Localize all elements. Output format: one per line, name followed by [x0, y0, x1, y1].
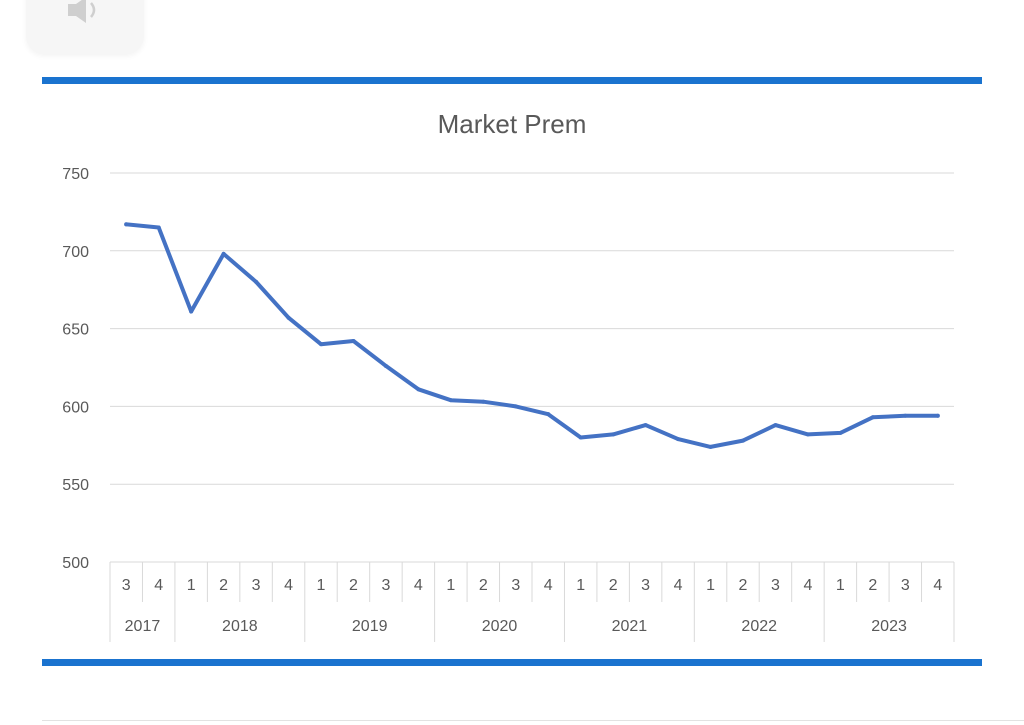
x-tick-year: 2021 [612, 618, 648, 635]
x-tick-quarter: 3 [122, 577, 131, 594]
data-point [773, 423, 778, 428]
speaker-icon[interactable] [66, 0, 102, 26]
x-tick-quarter: 4 [803, 577, 812, 594]
x-tick-quarter: 2 [349, 577, 358, 594]
x-tick-quarter: 3 [901, 577, 910, 594]
x-tick-year: 2023 [871, 618, 907, 635]
x-tick-quarter: 1 [836, 577, 845, 594]
data-point [286, 315, 291, 320]
x-tick-quarter: 2 [219, 577, 228, 594]
x-tick-quarter: 4 [674, 577, 683, 594]
data-point [189, 309, 194, 314]
data-point [676, 437, 681, 442]
data-point [546, 412, 551, 417]
data-point [741, 438, 745, 443]
y-tick-label: 750 [62, 166, 89, 183]
x-tick-quarter: 1 [576, 577, 585, 594]
gridlines [110, 172, 954, 563]
data-point [643, 423, 648, 428]
x-tick-quarter: 2 [739, 577, 748, 594]
x-tick-year: 2017 [125, 618, 161, 635]
x-tick-quarter: 3 [511, 577, 520, 594]
data-point [513, 404, 518, 409]
x-tick-quarter: 4 [284, 577, 293, 594]
data-point [124, 222, 129, 227]
x-tick-quarter: 4 [544, 577, 553, 594]
chart-title: Market Prem [438, 109, 587, 139]
data-point [254, 279, 259, 284]
x-tick-quarter: 4 [414, 577, 423, 594]
x-tick-quarter: 4 [933, 577, 942, 594]
data-point [805, 432, 810, 437]
data-point [448, 398, 453, 403]
y-tick-label: 500 [62, 555, 89, 572]
divider [42, 720, 1024, 721]
x-tick-quarter: 1 [446, 577, 455, 594]
x-tick-year: 2020 [482, 618, 518, 635]
y-tick-label: 700 [62, 244, 89, 261]
data-point [611, 432, 616, 437]
x-tick-quarter: 3 [252, 577, 261, 594]
series-layer [124, 222, 940, 449]
data-point [416, 387, 421, 392]
speaker-card[interactable] [26, 0, 144, 54]
data-point [221, 251, 226, 256]
x-tick-quarter: 1 [706, 577, 715, 594]
data-point [838, 430, 843, 435]
data-point [351, 339, 356, 344]
x-tick-year: 2019 [352, 618, 388, 635]
x-tick-quarter: 2 [609, 577, 618, 594]
data-point [708, 444, 713, 449]
x-axis: 3 4 1 2 3 4 1 2 3 4 1 2 3 4 1 2 3 4 1 2 3 4 1 2 3 4 2017 2018 2019 20… [109, 562, 955, 642]
x-tick-quarter: 3 [771, 577, 780, 594]
y-tick-label: 550 [62, 477, 89, 494]
x-tick-quarter: 2 [868, 577, 877, 594]
x-tick-quarter: 1 [187, 577, 196, 594]
x-tick-quarter: 3 [381, 577, 390, 594]
x-tick-quarter: 4 [154, 577, 163, 594]
x-tick-year: 2022 [741, 618, 777, 635]
data-point [935, 413, 940, 418]
x-tick-quarter: 1 [317, 577, 326, 594]
data-point [481, 399, 486, 404]
x-tick-year: 2018 [222, 618, 258, 635]
data-point [870, 415, 875, 420]
series-line-0 [124, 222, 940, 449]
data-point [578, 435, 583, 440]
y-axis-ticks: 500 550 600 650 700 750 [62, 166, 89, 572]
y-tick-label: 600 [62, 399, 89, 416]
data-point [156, 225, 161, 230]
y-tick-label: 650 [62, 322, 89, 339]
x-tick-quarter: 3 [641, 577, 650, 594]
data-point [383, 363, 388, 368]
data-point [319, 342, 323, 347]
x-tick-quarter: 2 [479, 577, 488, 594]
data-point [903, 413, 908, 418]
